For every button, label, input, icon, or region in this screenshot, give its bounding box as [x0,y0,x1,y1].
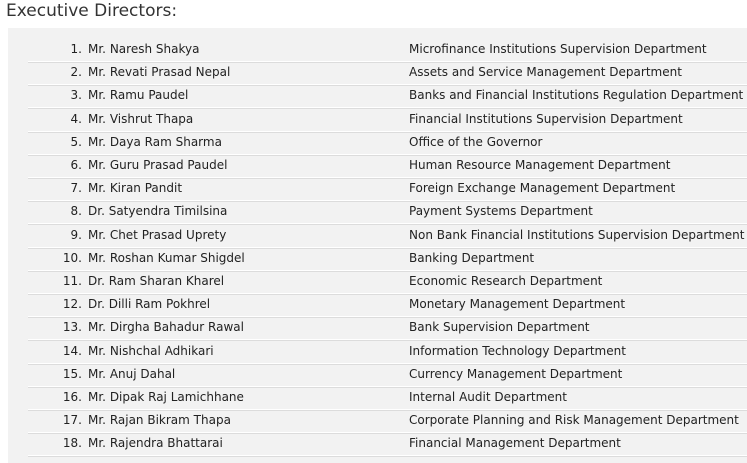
director-name: Mr. Rajan Bikram Thapa [88,413,231,428]
department: Foreign Exchange Management Department [409,181,676,196]
director-name: Mr. Anuj Dahal [88,366,176,381]
department: Bank Supervision Department [409,320,590,335]
department: Banks and Financial Institutions Regulat… [409,88,744,103]
table-row: 3. Mr. Ramu Paudel Banks and Financial Ins… [28,84,747,109]
table-row: 10. Mr. Roshan Kumar Shigdel Banking Depar… [28,247,747,271]
row-number: 5. [70,134,82,149]
director-name: Mr. Roshan Kumar Shigdel [88,250,245,265]
row-number: 2. [70,65,82,80]
table-row: 9. Mr. Chet Prasad Uprety Non Bank Financi… [28,224,747,248]
table-row: 14. Mr. Nishchal Adhikari Information Tech… [28,340,747,364]
row-number: 13. [62,320,82,335]
director-name: Mr. Chet Prasad Uprety [88,227,227,242]
director-name: Mr. Dirgha Bahadur Rawal [88,320,244,335]
department: Monetary Management Department [409,297,626,312]
table-panel: 1. Mr. Naresh Shakya Microfinance Institut… [8,28,747,463]
director-name: Dr. Satyendra Timilsina [88,204,228,219]
row-number: 4. [70,111,82,126]
department: Non Bank Financial Institutions Supervis… [409,227,745,242]
table-row: 5. Mr. Daya Ram Sharma Office of the Gover… [28,131,747,155]
row-number: 18. [62,436,82,451]
table-row: 12. Dr. Dilli Ram Pokhrel Monetary Managem… [28,293,747,318]
department: Financial Management Department [409,436,621,451]
section-title: Executive Directors: [6,1,178,21]
row-number: 12. [62,297,82,312]
department: Internal Audit Department [409,390,567,404]
table-row: 6. Mr. Guru Prasad Paudel Human Resource M… [28,154,747,178]
row-number: 16. [62,390,82,404]
row-number: 6. [70,158,82,172]
director-name: Mr. Rajendra Bhattarai [88,436,223,451]
department: Financial Institutions Supervision Depar… [409,111,683,126]
table-row: 1. Mr. Naresh Shakya Microfinance Institut… [28,38,747,62]
table-row: 7. Mr. Kiran Pandit Foreign Exchange Manag… [28,177,747,202]
director-name: Mr. Naresh Shakya [88,42,200,56]
table-row: 17. Mr. Rajan Bikram Thapa Corporate Plann… [28,409,747,434]
director-name: Dr. Dilli Ram Pokhrel [88,297,211,312]
department: Information Technology Department [409,343,626,358]
department: Economic Research Department [409,274,603,288]
row-number: 7. [70,181,82,196]
row-number: 1. [70,42,82,56]
table-row: 16. Mr. Dipak Raj Lamichhane Internal Audi… [28,386,747,410]
row-number: 11. [62,274,82,288]
row-number: 9. [70,227,82,242]
director-name: Mr. Ramu Paudel [88,88,189,103]
department: Human Resource Management Department [409,158,671,172]
department: Currency Management Department [409,366,623,381]
table-row: 18. Mr. Rajendra Bhattarai Financial Manag… [28,432,747,457]
department: Banking Department [409,250,535,265]
director-name: Mr. Nishchal Adhikari [88,343,214,358]
department: Corporate Planning and Risk Management D… [409,413,739,428]
director-name: Mr. Dipak Raj Lamichhane [88,390,244,404]
department: Office of the Governor [409,134,543,149]
row-number: 15. [62,366,82,381]
table-row: 8. Dr. Satyendra Timilsina Payment Systems… [28,200,747,225]
department: Payment Systems Department [409,204,593,219]
department: Assets and Service Management Department [409,65,682,80]
row-number: 17. [62,413,82,428]
director-name: Mr. Kiran Pandit [88,181,183,196]
director-name: Mr. Revati Prasad Nepal [88,65,231,80]
row-number: 10. [62,250,82,265]
table-row: 15. Mr. Anuj Dahal Currency Management Dep… [28,363,747,387]
row-number: 3. [70,88,82,103]
table-row: 4. Mr. Vishrut Thapa Financial Institution… [28,108,747,132]
director-name: Dr. Ram Sharan Kharel [88,274,225,288]
table-row: 13. Mr. Dirgha Bahadur Rawal Bank Supervis… [28,316,747,341]
row-number: 8. [70,204,82,219]
table-row: 11. Dr. Ram Sharan Kharel Economic Researc… [28,270,747,294]
director-name: Mr. Guru Prasad Paudel [88,158,228,172]
row-number: 14. [62,343,82,358]
table-row: 2. Mr. Revati Prasad Nepal Assets and Serv… [28,61,747,86]
director-name: Mr. Vishrut Thapa [88,111,194,126]
department: Microfinance Institutions Supervision De… [409,42,707,56]
director-name: Mr. Daya Ram Sharma [88,134,222,149]
